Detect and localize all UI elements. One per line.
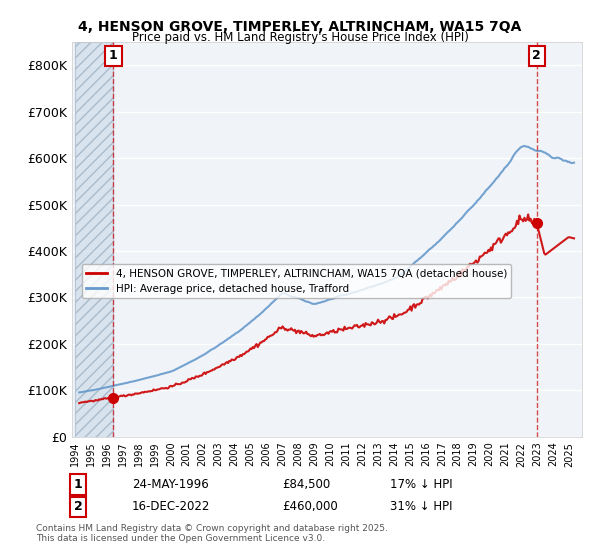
Text: 2: 2 [532, 49, 541, 62]
Bar [75, 42, 113, 437]
Text: 31% ↓ HPI: 31% ↓ HPI [390, 500, 452, 514]
Text: 16-DEC-2022: 16-DEC-2022 [132, 500, 211, 514]
Text: Contains HM Land Registry data © Crown copyright and database right 2025.
This d: Contains HM Land Registry data © Crown c… [36, 524, 388, 543]
Text: 17% ↓ HPI: 17% ↓ HPI [390, 478, 452, 491]
Text: 2: 2 [74, 500, 82, 514]
Text: 24-MAY-1996: 24-MAY-1996 [132, 478, 209, 491]
Text: Price paid vs. HM Land Registry's House Price Index (HPI): Price paid vs. HM Land Registry's House … [131, 31, 469, 44]
Text: £84,500: £84,500 [282, 478, 330, 491]
Text: 4, HENSON GROVE, TIMPERLEY, ALTRINCHAM, WA15 7QA: 4, HENSON GROVE, TIMPERLEY, ALTRINCHAM, … [79, 20, 521, 34]
Text: £460,000: £460,000 [282, 500, 338, 514]
Legend: 4, HENSON GROVE, TIMPERLEY, ALTRINCHAM, WA15 7QA (detached house), HPI: Average : 4, HENSON GROVE, TIMPERLEY, ALTRINCHAM, … [82, 264, 511, 298]
Text: 1: 1 [109, 49, 118, 62]
Text: 1: 1 [74, 478, 82, 491]
Bar [75, 42, 113, 437]
